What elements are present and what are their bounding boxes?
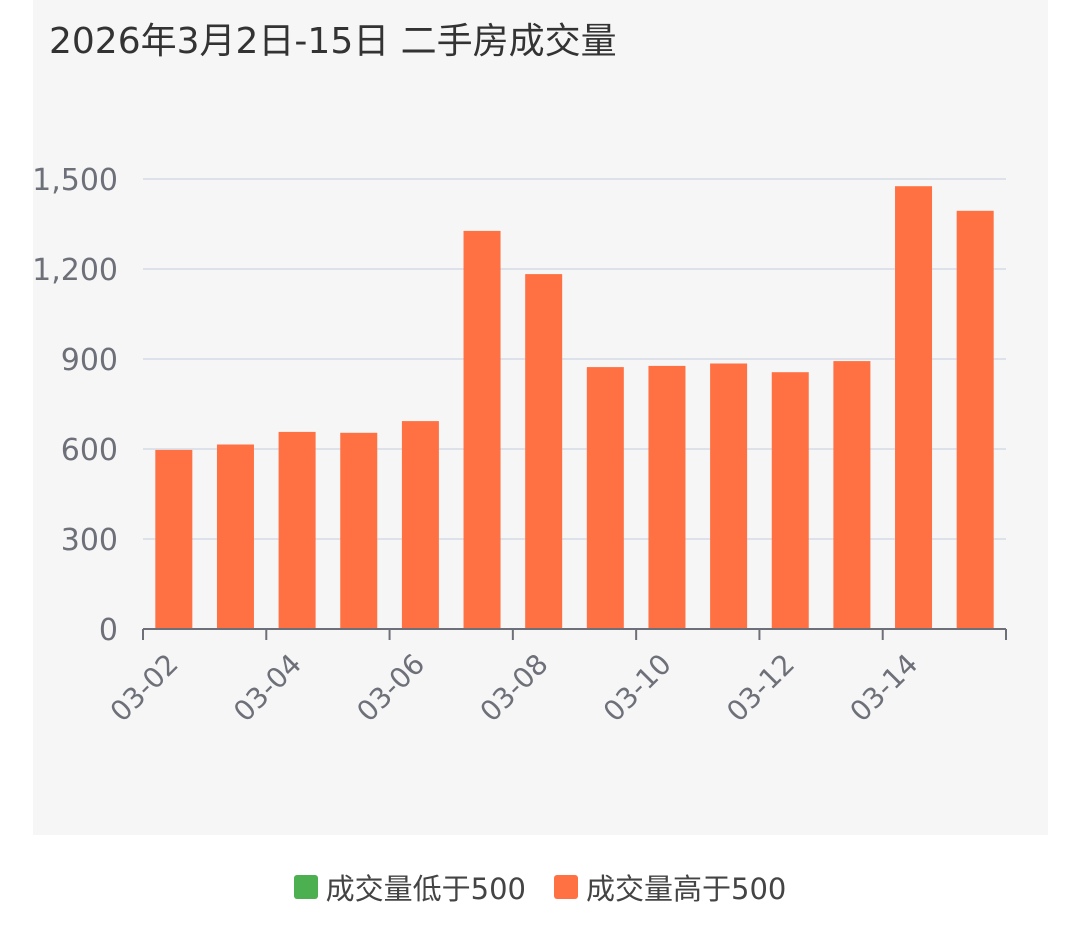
y-tick-label: 0 [99, 613, 118, 648]
bar[interactable] [525, 274, 563, 629]
bar[interactable] [463, 230, 501, 629]
legend-swatch-high [554, 875, 578, 899]
x-tick-label: 03-10 [597, 647, 678, 728]
legend-swatch-low [293, 875, 318, 899]
x-tick-label: 03-06 [350, 647, 431, 728]
x-tick-label: 03-02 [104, 647, 185, 728]
y-tick-label: 1,200 [32, 253, 118, 288]
y-tick-label: 900 [61, 343, 118, 378]
bar[interactable] [401, 421, 439, 629]
y-tick-label: 300 [61, 523, 118, 558]
legend-item-low[interactable]: 成交量低于500 [293, 866, 526, 908]
x-axis-ticks: 03-02 03-04 03-06 03-08 03-10 03-12 03-14 [104, 647, 925, 728]
legend-label-low: 成交量低于500 [325, 872, 526, 906]
chart-title: 2026年3月2日-15日 二手房成交量 [49, 21, 617, 62]
x-tick-label: 03-12 [720, 647, 801, 728]
y-tick-label: 600 [61, 433, 118, 468]
bar[interactable] [956, 210, 994, 630]
bar[interactable] [771, 372, 809, 629]
legend-item-high[interactable]: 成交量高于500 [554, 866, 786, 908]
legend-label-high: 成交量高于500 [586, 872, 787, 906]
bar[interactable] [278, 431, 316, 629]
gridlines [143, 178, 1006, 540]
bars [155, 186, 994, 630]
bar[interactable] [833, 361, 871, 629]
bar[interactable] [895, 186, 933, 629]
bar[interactable] [648, 365, 686, 629]
x-axis [142, 628, 1007, 640]
x-tick-label: 03-04 [227, 647, 308, 728]
y-tick-label: 1,500 [32, 163, 118, 198]
bar[interactable] [216, 444, 254, 630]
x-tick-label: 03-14 [843, 647, 924, 728]
x-tick-label: 03-08 [474, 647, 555, 728]
y-axis-ticks: 0 300 600 900 1,200 1,500 [32, 163, 118, 648]
bar[interactable] [340, 432, 378, 629]
legend: 成交量低于500 成交量高于500 [0, 866, 1080, 908]
bar[interactable] [155, 449, 193, 629]
bar[interactable] [710, 363, 748, 630]
bar[interactable] [586, 367, 624, 629]
